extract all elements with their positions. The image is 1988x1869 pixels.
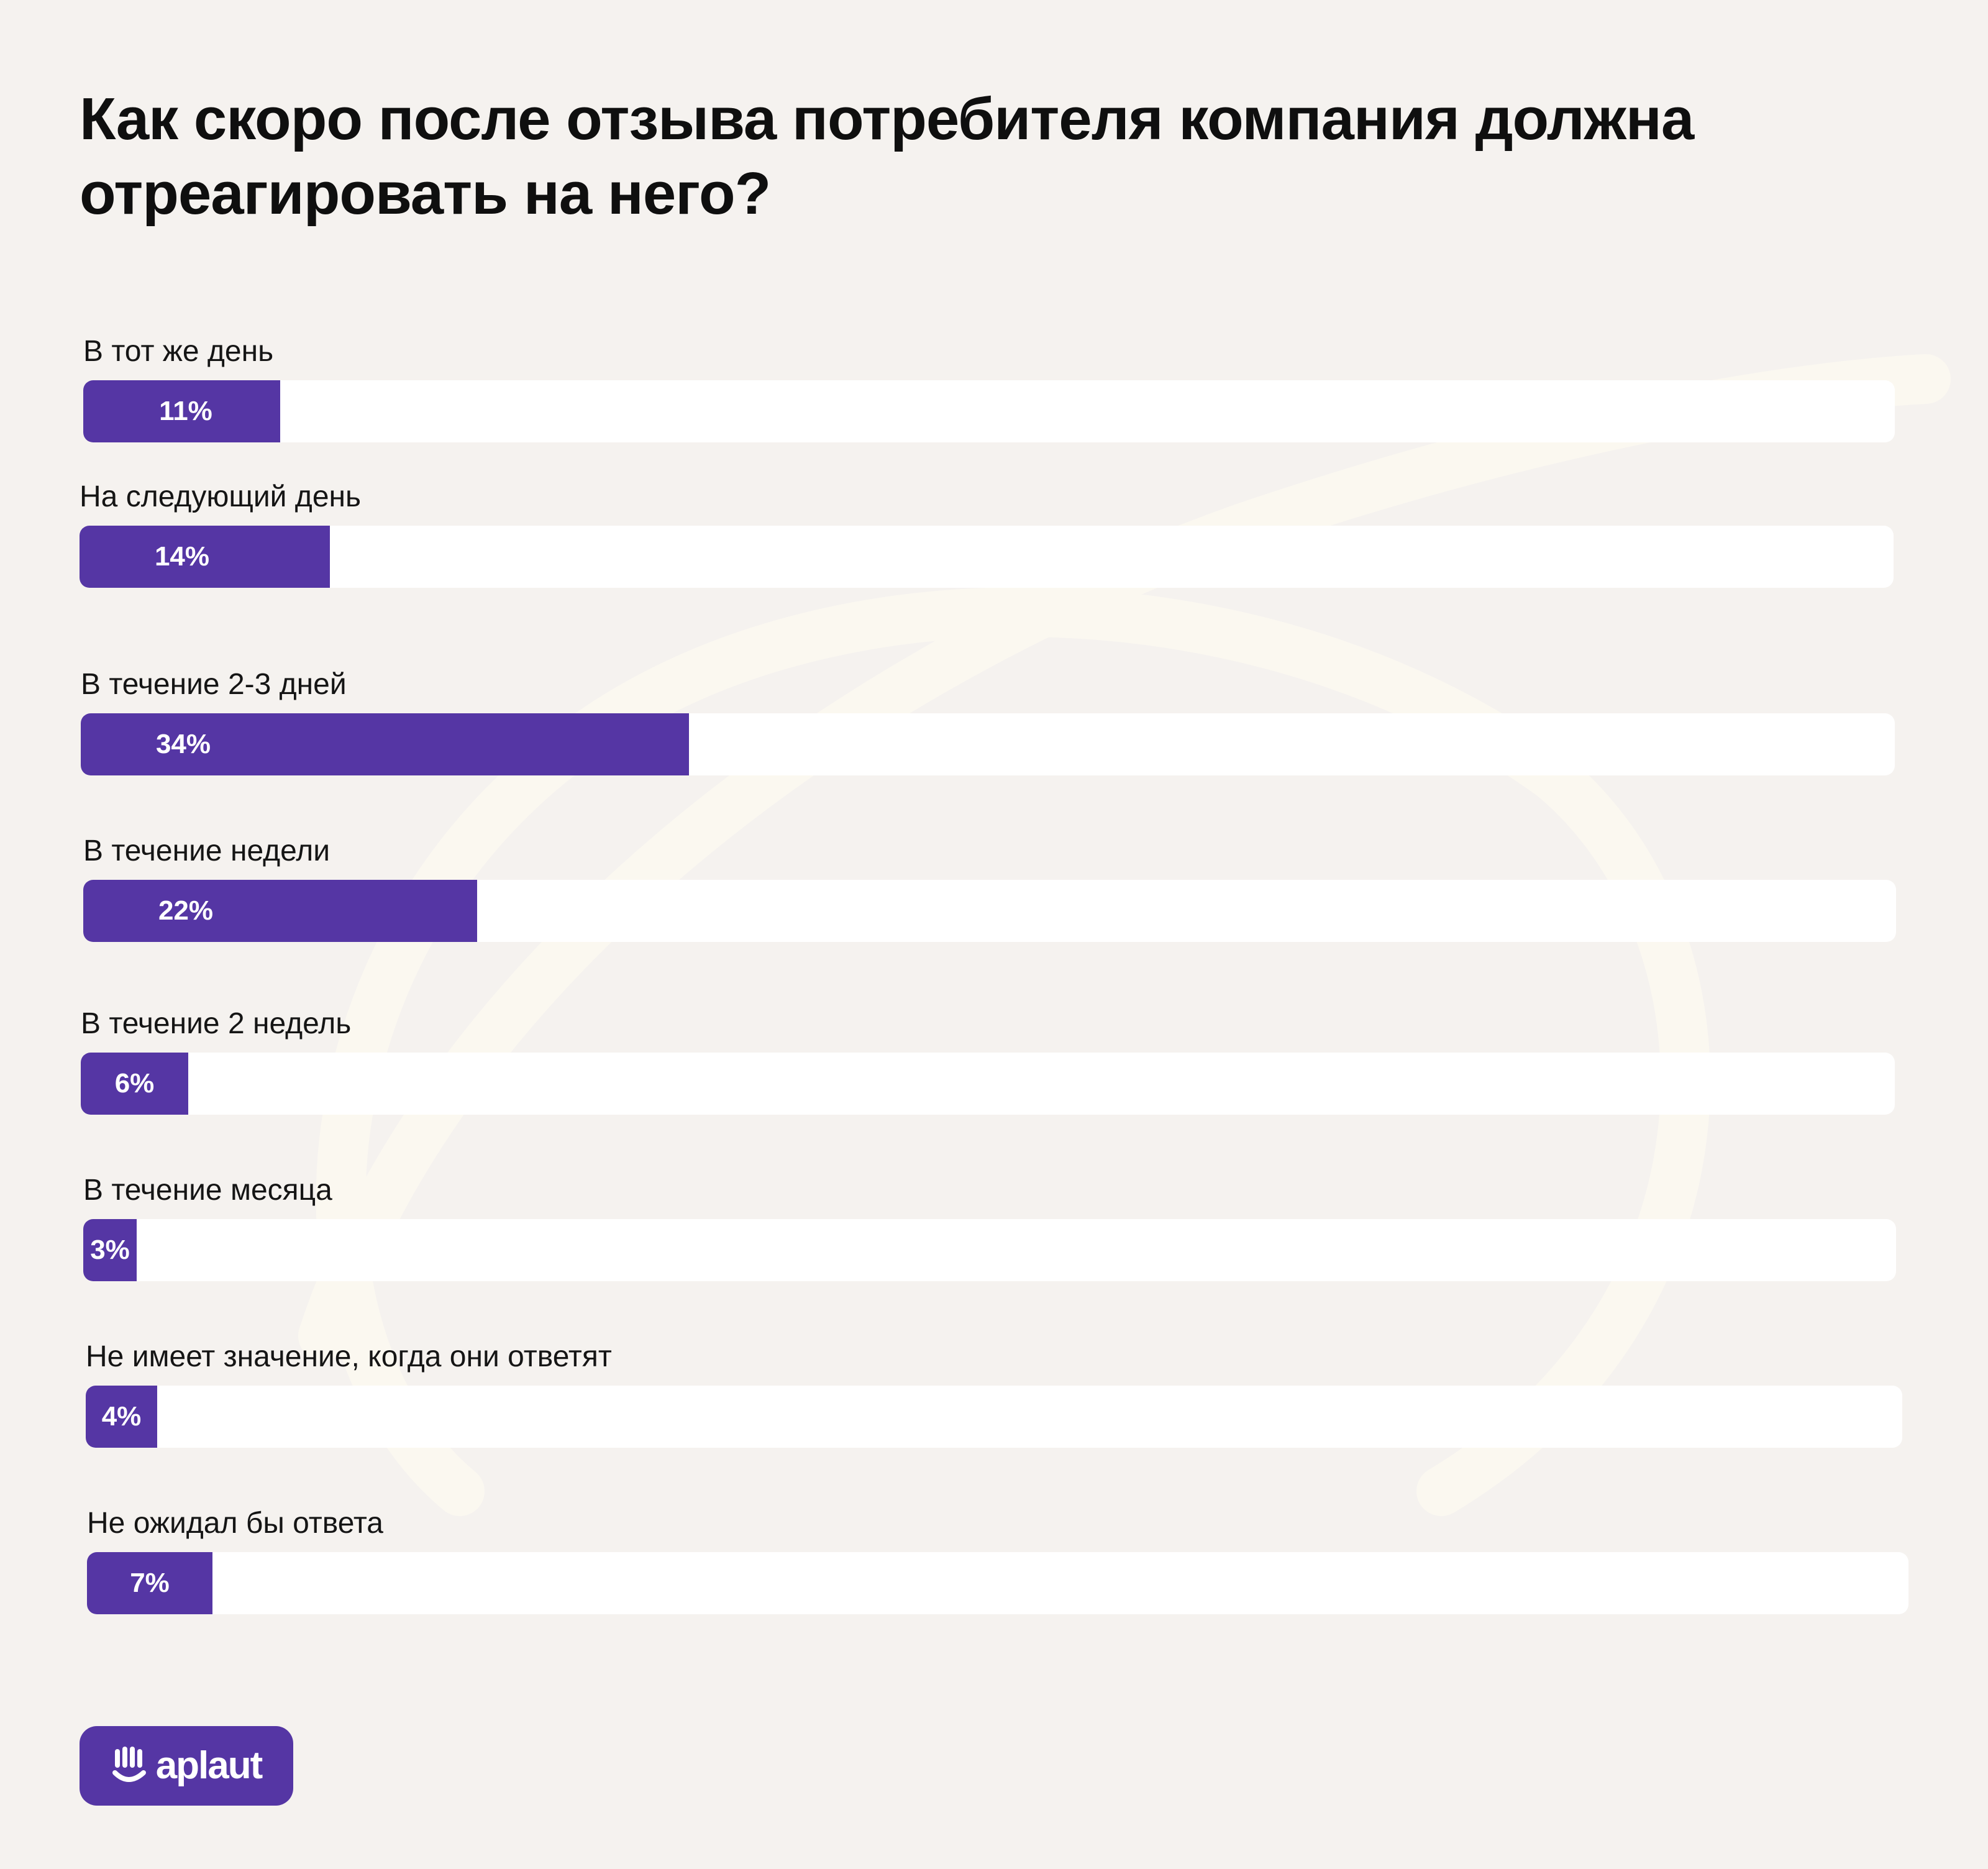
bar-category-label: В течение 2-3 дней xyxy=(81,668,347,701)
bar-category-label: В течение месяца xyxy=(83,1174,332,1207)
logo-text: aplaut xyxy=(155,1744,263,1787)
bar-value-label: 6% xyxy=(114,1068,155,1099)
bar-value-label: 34% xyxy=(155,729,211,759)
bar xyxy=(83,1219,137,1281)
bar-category-label: На следующий день xyxy=(80,480,362,513)
bar-value-label: 14% xyxy=(154,541,210,572)
bar xyxy=(81,713,689,775)
bar xyxy=(80,526,330,588)
bar-track: 11% xyxy=(83,380,1895,442)
bar-value-label: 22% xyxy=(158,895,214,926)
bar-track: 14% xyxy=(80,526,1894,588)
chart-title: Как скоро после отзыва потребителя компа… xyxy=(80,86,1694,227)
bar-track: 22% xyxy=(83,880,1896,942)
bar-track: 6% xyxy=(81,1053,1895,1115)
bar xyxy=(81,1053,188,1115)
bar-track: 4% xyxy=(86,1386,1902,1448)
bar-track: 34% xyxy=(81,713,1895,775)
bar-category-label: В течение 2 недель xyxy=(81,1007,352,1040)
aplaut-logo: aplaut xyxy=(80,1726,293,1806)
bar-value-label: 4% xyxy=(101,1401,142,1432)
bar xyxy=(86,1386,157,1448)
bar-category-label: Не имеет значение, когда они ответят xyxy=(86,1340,612,1373)
bar xyxy=(83,380,280,442)
bar-value-label: 7% xyxy=(130,1568,170,1598)
bar-category-label: Не ожидал бы ответа xyxy=(87,1507,383,1540)
bar xyxy=(87,1552,212,1614)
bar-category-label: В течение недели xyxy=(83,834,331,867)
bar-track: 3% xyxy=(83,1219,1896,1281)
bar-value-label: 3% xyxy=(90,1235,130,1265)
bar-track: 7% xyxy=(87,1552,1908,1614)
bar xyxy=(83,880,477,942)
bar-value-label: 11% xyxy=(159,396,212,426)
bar-category-label: В тот же день xyxy=(83,335,274,368)
hand-icon xyxy=(112,1747,146,1782)
